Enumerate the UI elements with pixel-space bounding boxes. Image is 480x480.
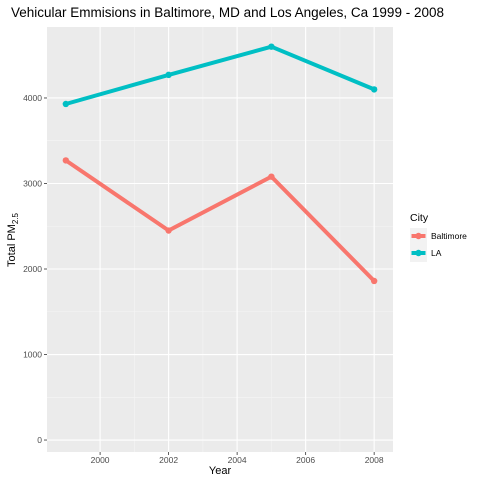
y-axis-title: Total PM2.5: [6, 212, 20, 266]
x-axis-title: Year: [209, 465, 232, 477]
y-tick-label: 0: [37, 435, 42, 445]
legend: City Baltimore LA: [410, 212, 467, 262]
legend-swatch-point-la: [415, 249, 422, 257]
x-tick-label: 2002: [159, 455, 178, 465]
y-tick-label: 1000: [23, 350, 42, 360]
data-point-la: [62, 100, 70, 108]
y-tick-label: 2000: [23, 264, 42, 274]
legend-label-baltimore: Baltimore: [431, 231, 467, 241]
data-point-la: [370, 86, 378, 93]
y-axis-title-subscript: 2.5: [11, 212, 20, 224]
data-point-la: [165, 71, 172, 79]
legend-swatch-point-baltimore: [415, 232, 422, 240]
chart-title: Vehicular Emmisions in Baltimore, MD and…: [11, 5, 444, 20]
legend-label-la: LA: [431, 248, 442, 258]
data-point-baltimore: [62, 157, 70, 164]
y-axis-title-main: Total PM: [6, 224, 18, 267]
series-line-la: [65, 44, 375, 106]
data-point-la: [268, 43, 275, 50]
y-tick-label: 4000: [23, 93, 42, 103]
x-tick-label: 2008: [365, 455, 384, 465]
y-tick-label: 3000: [23, 178, 42, 188]
x-tick-label: 2006: [296, 455, 315, 465]
series-line-baltimore: [64, 158, 376, 283]
data-point-baltimore: [268, 173, 275, 180]
x-tick-label: 2004: [228, 455, 247, 465]
data-point-baltimore: [165, 227, 172, 234]
x-tick-label: 2000: [91, 455, 110, 465]
plot-background: [47, 27, 393, 452]
series-layer: [62, 43, 378, 285]
legend-title: City: [410, 212, 429, 224]
y-axis: 0 1000 2000 3000 4000: [23, 93, 47, 445]
data-point-baltimore: [370, 277, 378, 285]
major-gridlines: [47, 27, 393, 452]
x-axis: 2000 2002 2004 2006 2008: [91, 452, 384, 465]
